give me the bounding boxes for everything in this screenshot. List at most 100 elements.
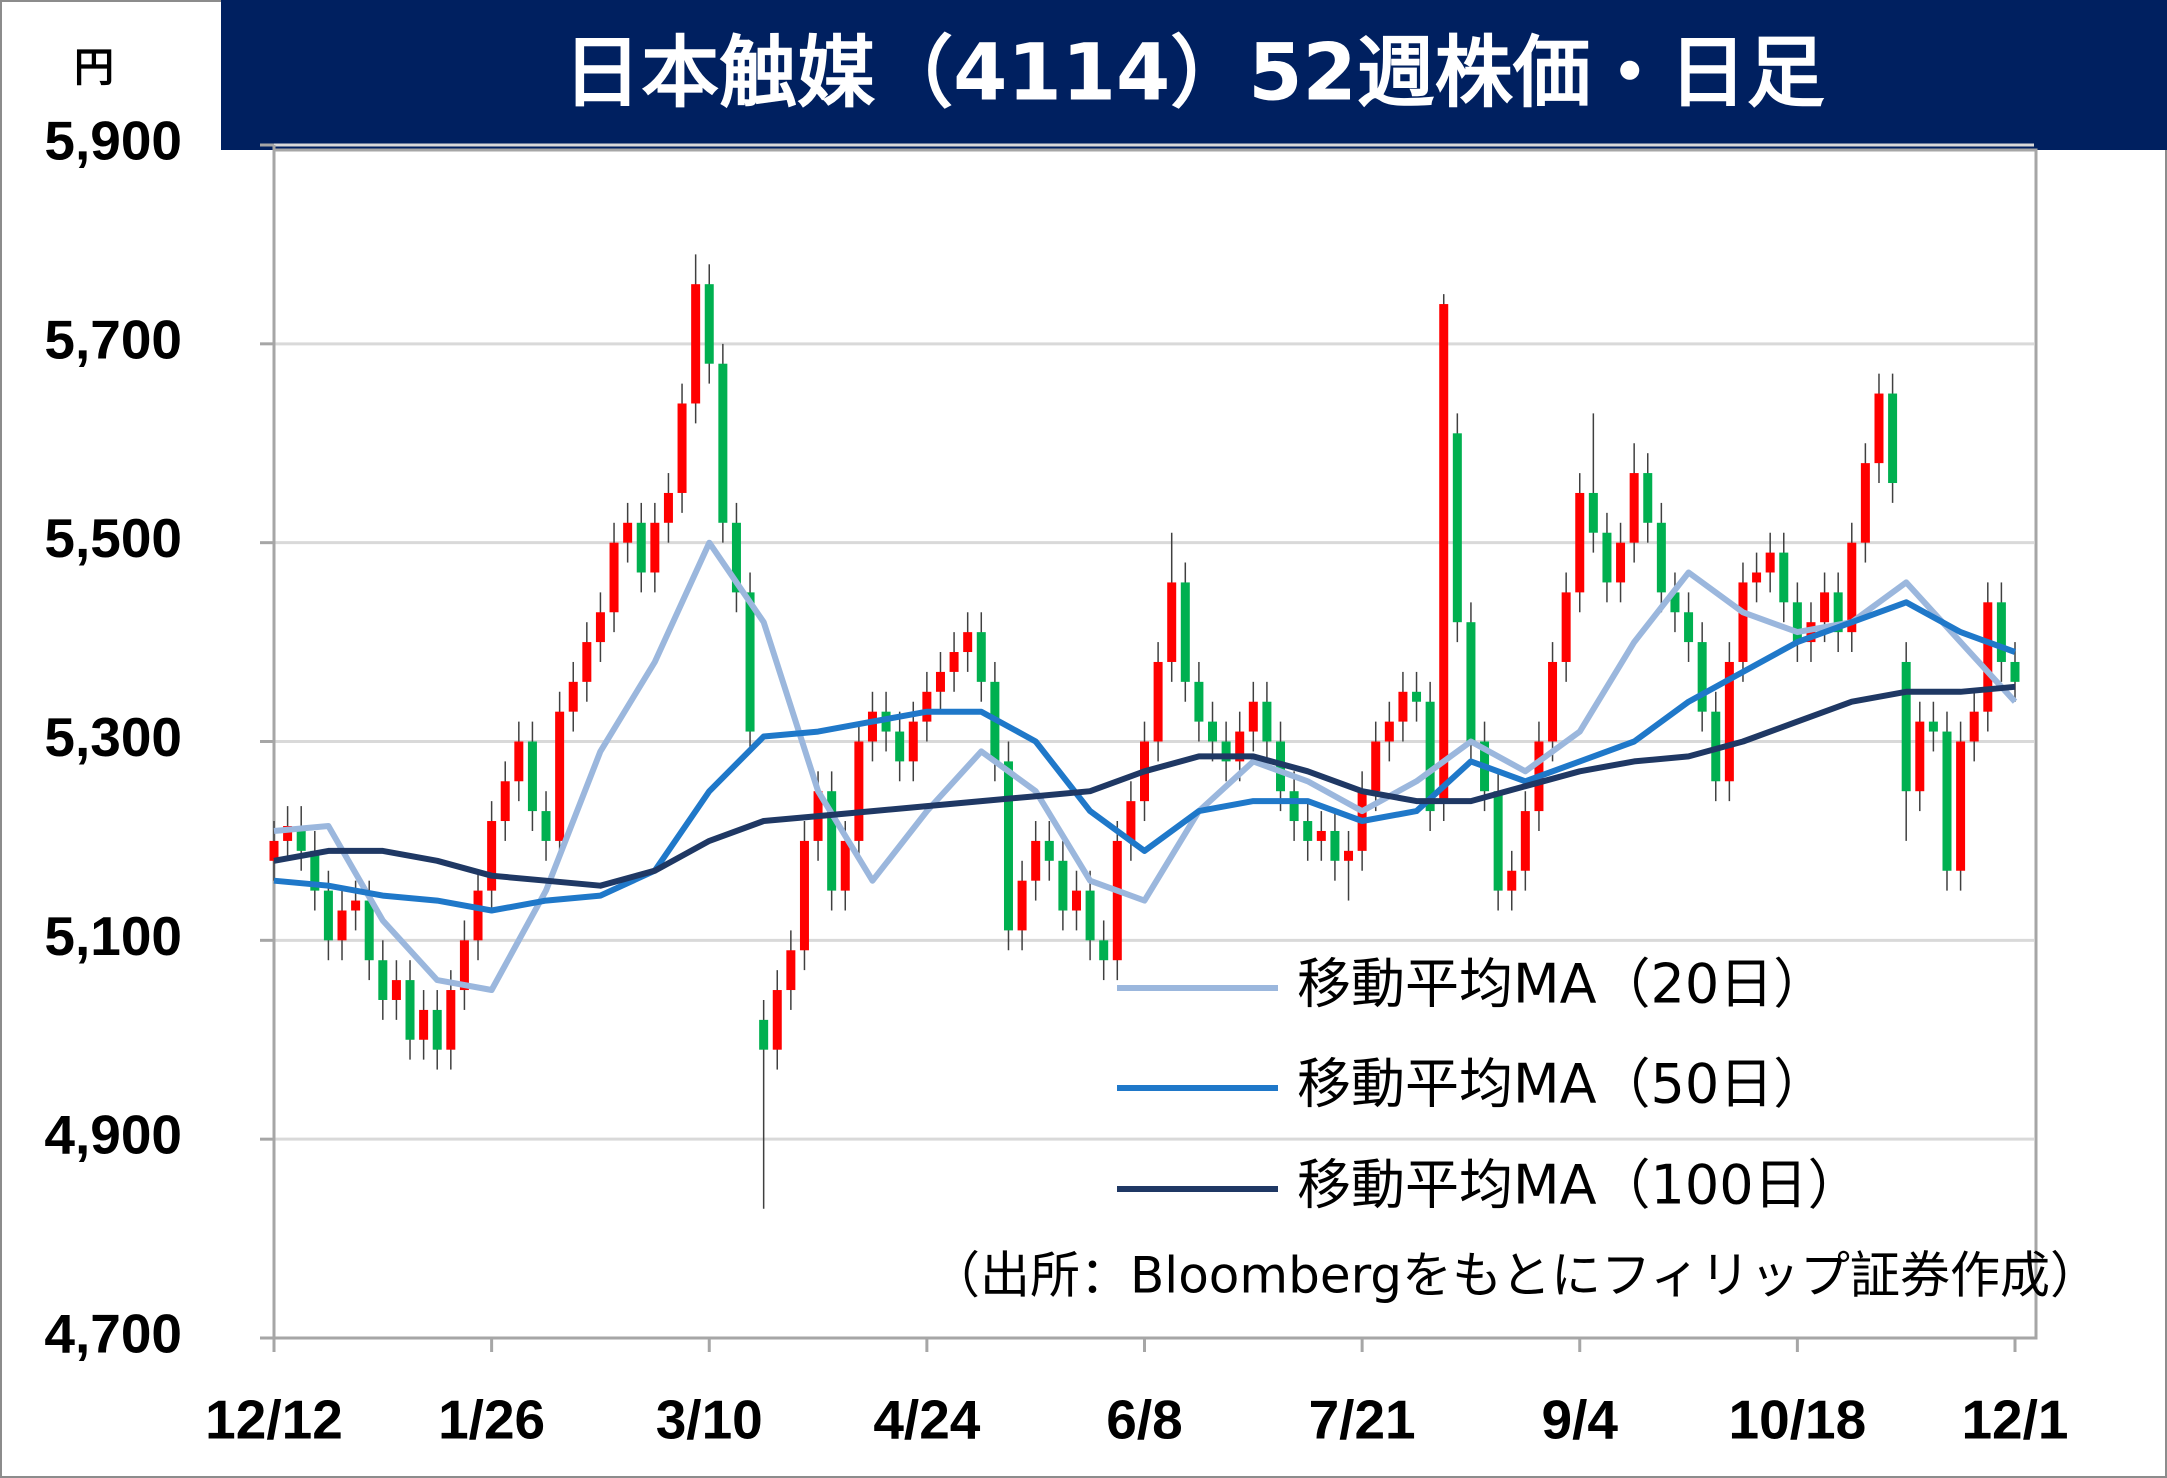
candle-body <box>568 681 578 712</box>
candle-body <box>337 910 347 941</box>
candle-body <box>663 492 673 523</box>
candle-body <box>1752 572 1762 583</box>
candle-body <box>731 522 741 593</box>
candle-body <box>772 990 782 1050</box>
x-tick-label: 1/26 <box>438 1389 545 1451</box>
candle-body <box>1017 880 1027 931</box>
candle-body <box>1262 701 1272 742</box>
candle-body <box>1507 870 1517 891</box>
candle-body <box>1779 552 1789 603</box>
candle-body <box>1289 791 1299 822</box>
candle-body <box>1928 721 1938 732</box>
y-tick-label: 5,100 <box>44 905 182 967</box>
candle-body <box>1153 661 1163 742</box>
candle-body <box>854 741 864 841</box>
candle-body <box>283 826 293 841</box>
candle-body <box>1071 890 1081 911</box>
candle-body <box>432 1009 442 1050</box>
candle-body <box>799 840 809 951</box>
candle-body <box>1425 701 1435 812</box>
candle-body <box>419 1009 429 1040</box>
candle-body <box>1412 691 1422 702</box>
candle-body <box>405 980 415 1040</box>
candle-body <box>1126 801 1136 841</box>
candle-body <box>310 850 320 891</box>
candle-body <box>1085 890 1095 941</box>
candle-body <box>582 642 592 682</box>
x-tick-label: 6/8 <box>1106 1389 1182 1451</box>
candle-body <box>840 840 850 891</box>
candle-body <box>1058 860 1068 911</box>
candle-body <box>1575 492 1585 593</box>
candle-body <box>1371 741 1381 792</box>
candle-body <box>1684 612 1694 643</box>
candle-body <box>473 890 483 941</box>
legend-label: 移動平均MA（20日） <box>1297 953 1827 1016</box>
candle-body <box>1235 731 1245 762</box>
y-tick-label: 5,300 <box>44 706 182 768</box>
candle-body <box>1316 830 1326 841</box>
candle-body <box>1099 940 1109 961</box>
candle-body <box>1792 602 1802 643</box>
y-tick-label: 4,900 <box>44 1104 182 1166</box>
x-tick-label: 3/10 <box>656 1389 763 1451</box>
candle-body <box>391 980 401 1000</box>
candle-body <box>1303 821 1313 841</box>
x-tick-label: 12/12 <box>205 1389 343 1451</box>
candle-body <box>1561 592 1571 662</box>
y-unit: 円 <box>74 45 114 91</box>
candle-body <box>1847 542 1857 633</box>
candle-body <box>1697 642 1707 712</box>
candle-body <box>487 821 497 891</box>
candle-body <box>677 403 687 493</box>
candle-body <box>595 612 605 643</box>
candle-body <box>1167 582 1177 662</box>
candle-body <box>1670 592 1680 613</box>
candle-body <box>351 900 361 911</box>
candle-body <box>704 284 714 364</box>
x-tick-label: 4/24 <box>873 1389 980 1451</box>
legend-label: 移動平均MA（50日） <box>1297 1053 1827 1116</box>
candle-body <box>1983 602 1993 712</box>
candle-body <box>1384 721 1394 742</box>
candle-body <box>1398 691 1408 722</box>
candle-body <box>296 826 306 851</box>
chart-title: 日本触媒（4114）52週株価・日足 <box>563 28 1825 118</box>
candle-body <box>1765 552 1775 573</box>
ma-line <box>273 539 2018 993</box>
candle-body <box>527 741 537 812</box>
candle-body <box>1901 661 1911 792</box>
source-note: （出所：Bloombergをもとにフィリップ証券作成） <box>930 1247 2100 1305</box>
candle-body <box>1956 741 1966 871</box>
x-tick-label: 9/4 <box>1542 1389 1619 1451</box>
candle-body <box>1915 721 1925 792</box>
candle-body <box>963 632 973 653</box>
candle-body <box>555 711 565 841</box>
candle-body <box>514 741 524 782</box>
y-tick-label: 5,900 <box>44 110 182 172</box>
candle-body <box>1724 661 1734 782</box>
candle-body <box>1044 840 1054 861</box>
candle-body <box>1738 582 1748 662</box>
candle-body <box>1969 711 1979 742</box>
candle-body <box>1452 433 1462 623</box>
candle-body <box>1330 830 1340 861</box>
candle-body <box>1643 473 1653 523</box>
candle-body <box>949 652 959 672</box>
legend-label: 移動平均MA（100日） <box>1297 1154 1862 1217</box>
candle-body <box>691 284 701 404</box>
candle-body <box>1548 661 1558 742</box>
candle-body <box>759 1019 769 1050</box>
candle-body <box>1194 681 1204 722</box>
ma-line <box>273 599 2017 914</box>
x-tick-label: 12/1 <box>1961 1389 2068 1451</box>
candle-body <box>1942 731 1952 871</box>
candle-body <box>1493 791 1503 891</box>
candle-body <box>500 781 510 822</box>
candle-body <box>922 691 932 722</box>
candle-body <box>609 542 619 613</box>
candle-body <box>718 363 728 523</box>
title-band <box>221 0 2167 150</box>
